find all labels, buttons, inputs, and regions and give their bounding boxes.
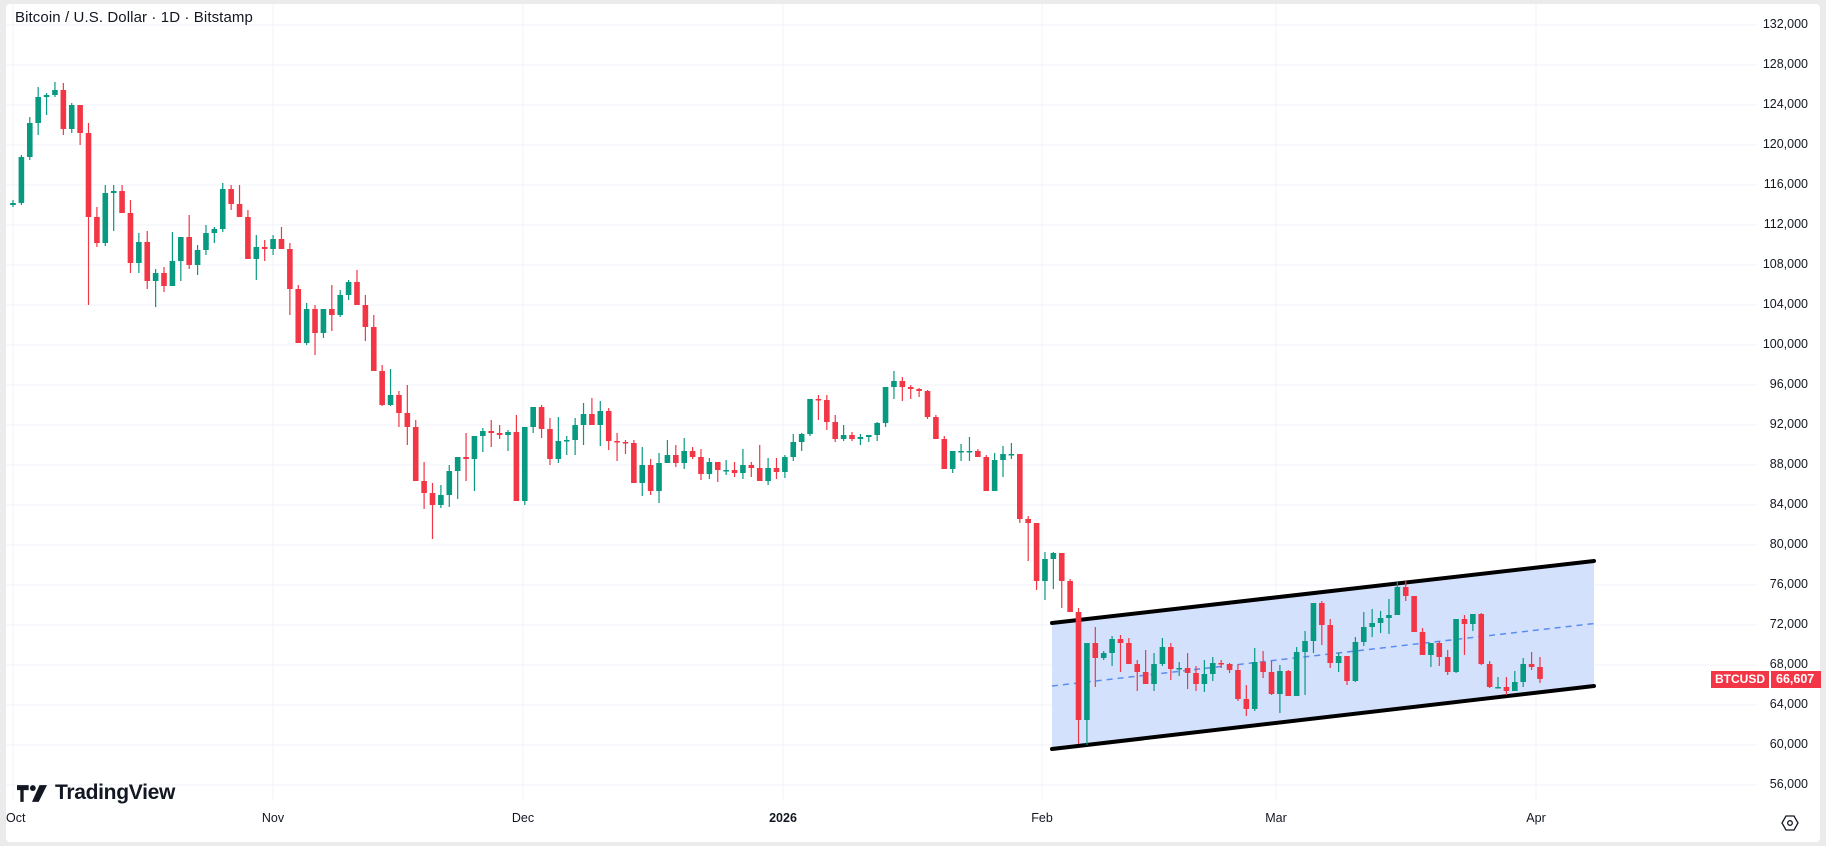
- price-tick-label: 108,000: [1762, 257, 1808, 271]
- time-tick-label: Dec: [511, 811, 535, 825]
- price-tick-label: 100,000: [1762, 337, 1808, 351]
- chart-frame: [6, 4, 1820, 842]
- price-tick-label: 112,000: [1763, 217, 1808, 231]
- last-price-value: 66,607: [1771, 671, 1821, 688]
- tradingview-logo-icon: [17, 784, 47, 802]
- tradingview-logo[interactable]: TradingView: [17, 781, 175, 805]
- price-tick-label: 84,000: [1769, 497, 1808, 511]
- price-tick-label: 88,000: [1769, 457, 1808, 471]
- price-tick-label: 68,000: [1769, 657, 1808, 671]
- price-tick-label: 120,000: [1762, 137, 1808, 151]
- price-tick-label: 56,000: [1769, 777, 1808, 791]
- price-tick-label: 72,000: [1769, 617, 1808, 631]
- price-tick-label: 128,000: [1762, 57, 1808, 71]
- price-tick-label: 104,000: [1762, 297, 1808, 311]
- time-tick-label: Nov: [261, 811, 285, 825]
- time-tick-label: Oct: [6, 811, 26, 825]
- parallel-channel-drawing[interactable]: [1050, 559, 1596, 751]
- logo-text: TradingView: [55, 781, 176, 804]
- time-tick-label: Mar: [1265, 811, 1287, 825]
- time-tick-label: 2026: [769, 811, 797, 825]
- time-tick-label: Feb: [1031, 811, 1053, 825]
- price-tick-label: 124,000: [1762, 97, 1808, 111]
- price-tick-label: 92,000: [1769, 417, 1808, 431]
- chart-settings-icon[interactable]: [1781, 815, 1799, 831]
- chart-title: Bitcoin / U.S. Dollar · 1D · Bitstamp: [15, 9, 253, 26]
- symbol-label: BTCUSD: [1711, 671, 1769, 688]
- price-tick-label: 76,000: [1769, 577, 1808, 591]
- price-tick-label: 96,000: [1769, 377, 1808, 391]
- price-tick-label: 60,000: [1769, 737, 1808, 751]
- price-tick-label: 80,000: [1769, 537, 1808, 551]
- time-tick-label: Apr: [1526, 811, 1546, 825]
- price-tick-label: 116,000: [1763, 177, 1808, 191]
- last-price-tag: BTCUSD 66,607: [1711, 671, 1821, 688]
- candlestick-series: [10, 82, 1543, 745]
- price-tick-label: 64,000: [1769, 697, 1808, 711]
- price-tick-label: 132,000: [1762, 17, 1808, 31]
